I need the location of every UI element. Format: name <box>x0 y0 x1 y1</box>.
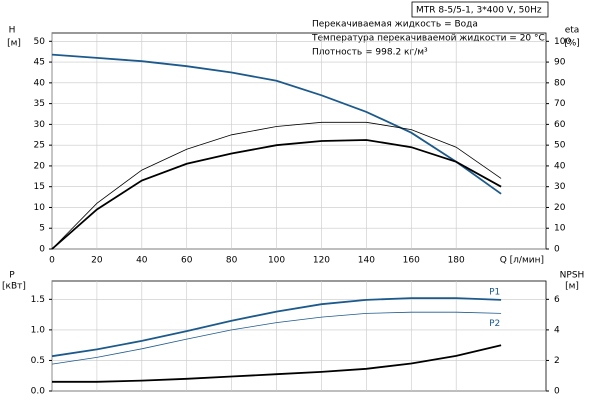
model-label: MTR 8-5/5-1, 3*400 V, 50Hz <box>416 6 542 16</box>
series-label: P2 <box>489 319 500 329</box>
curve <box>52 344 502 383</box>
curve <box>51 53 502 195</box>
y-tick-label: 0.5 <box>31 356 45 366</box>
curve <box>51 139 502 250</box>
y2-axis-unit: [%] <box>564 39 580 49</box>
y-axis-label: P <box>9 271 15 281</box>
y-tick-label: 1.0 <box>31 325 46 335</box>
y-tick-label: 50 <box>34 37 46 47</box>
y-tick-label: 15 <box>34 182 45 192</box>
x-tick-label: 140 <box>358 256 375 266</box>
y-axis-unit: [м] <box>7 39 21 49</box>
note: Плотность = 998.2 кг/м³ <box>312 48 428 58</box>
y2-tick-label: 50 <box>554 141 566 151</box>
x-tick-label: 20 <box>91 256 103 266</box>
y2-tick-label: 60 <box>554 120 566 130</box>
y2-tick-label: 70 <box>554 99 566 109</box>
y2-tick-label: 90 <box>554 58 566 68</box>
y2-axis-unit: [м] <box>565 282 579 292</box>
y2-axis-label: eta <box>565 26 580 36</box>
y2-tick-label: 2 <box>554 356 560 366</box>
y2-axis-label: NPSH <box>560 271 585 281</box>
x-tick-label: 80 <box>226 256 238 266</box>
y-tick-label: 5 <box>39 224 45 234</box>
x-tick-label: 40 <box>136 256 148 266</box>
y2-tick-label: 4 <box>554 325 560 335</box>
plot-frame <box>51 32 547 250</box>
plot-frame <box>51 280 547 392</box>
curve <box>51 121 502 250</box>
y2-tick-label: 0 <box>554 245 560 255</box>
x-tick-label: 120 <box>313 256 330 266</box>
curve <box>51 311 502 365</box>
y-axis-unit: [кВт] <box>2 282 26 292</box>
y-tick-label: 1.5 <box>31 295 45 305</box>
note: Температура перекачиваемой жидкости = 20… <box>311 34 545 44</box>
series-label: P1 <box>489 287 500 297</box>
y-tick-label: 45 <box>34 58 45 68</box>
y2-tick-label: 0 <box>554 387 560 397</box>
x-tick-label: 60 <box>181 256 193 266</box>
curve <box>51 297 502 358</box>
note: Перекачиваемая жидкость = Вода <box>312 20 478 30</box>
y-tick-label: 0.0 <box>31 387 46 397</box>
y2-tick-label: 10 <box>554 224 566 234</box>
y-tick-label: 35 <box>34 99 45 109</box>
x-tick-label: 100 <box>268 256 285 266</box>
model-box <box>411 1 549 18</box>
y2-tick-label: 20 <box>554 203 566 213</box>
y2-tick-label: 80 <box>554 78 566 88</box>
y-tick-label: 20 <box>34 161 46 171</box>
x-tick-label: 160 <box>403 256 420 266</box>
x-tick-label: 180 <box>448 256 465 266</box>
y2-tick-label: 30 <box>554 182 566 192</box>
x-tick-label: 0 <box>49 256 55 266</box>
y2-tick-label: 40 <box>554 161 566 171</box>
y-tick-label: 30 <box>34 120 46 130</box>
y-axis-label: H <box>9 26 16 36</box>
y2-tick-label: 100 <box>554 37 571 47</box>
x-axis-label: Q [л/мин] <box>500 256 544 266</box>
y-tick-label: 25 <box>34 141 45 151</box>
y-tick-label: 0 <box>39 245 45 255</box>
y-tick-label: 40 <box>34 78 46 88</box>
y2-tick-label: 6 <box>554 295 560 305</box>
y-tick-label: 10 <box>34 203 46 213</box>
